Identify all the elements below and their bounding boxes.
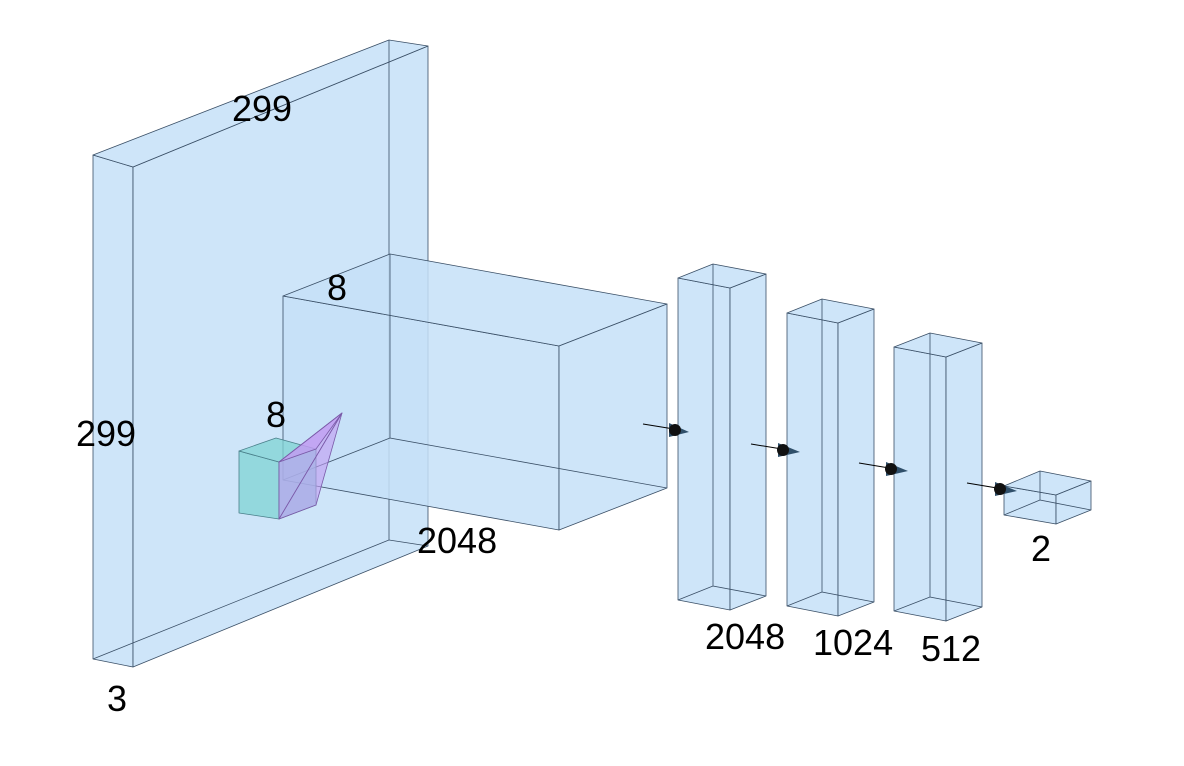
input-depth-label: 3 [107,678,127,719]
dense-1024-label: 1024 [813,622,893,663]
arrow-node [885,463,897,475]
input-layer-side-face [92,154,134,668]
dense-1024-hidden-edge-left [786,591,823,607]
dense-1024-side-face [837,308,875,617]
conv-kernel [238,412,343,520]
dense-layer-1024 [786,298,875,617]
dense-512-label: 512 [921,628,981,669]
dense-512-hidden-edge-left [893,596,931,612]
connection-arrow [750,443,800,457]
output-label: 2 [1031,528,1051,569]
dense-512-top-face [893,332,983,358]
dense-layer-2048 [677,263,767,611]
kernel-cube-front [238,450,280,520]
dense-layer-512 [893,332,983,622]
dense-1024-front-face [786,312,839,617]
output-hidden-edge-left [1003,499,1041,516]
connection-arrow [966,482,1017,496]
dense-2048-side-face [729,273,767,611]
dense-1024-top-face [786,298,875,324]
dense-512-front-face [893,346,947,622]
feature-map-depth-label: 2048 [417,520,497,561]
connection-arrow [858,462,908,476]
connection-arrow [642,423,689,437]
arrow-node [994,483,1006,495]
feature-map-layer [282,253,668,531]
kernel-pyramid-face-3 [278,412,343,463]
input-layer [92,39,429,668]
dense-512-side-face [945,342,983,622]
dense-2048-front-face [677,277,731,611]
input-width-label: 299 [232,88,292,129]
arrow-node [669,424,681,436]
dense-2048-hidden-edge-left [677,585,714,601]
kernel-pyramid-face-2 [278,412,343,520]
input-layer-top-face [92,39,429,168]
arrow-node [777,444,789,456]
output-layer [1003,470,1092,525]
input-height-label: 299 [76,413,136,454]
feature-map-height-label: 8 [266,394,286,435]
dense-2048-label: 2048 [705,616,785,657]
input-layer-hidden-edge-bottom [388,539,429,547]
feature-map-width-label: 8 [327,267,347,308]
